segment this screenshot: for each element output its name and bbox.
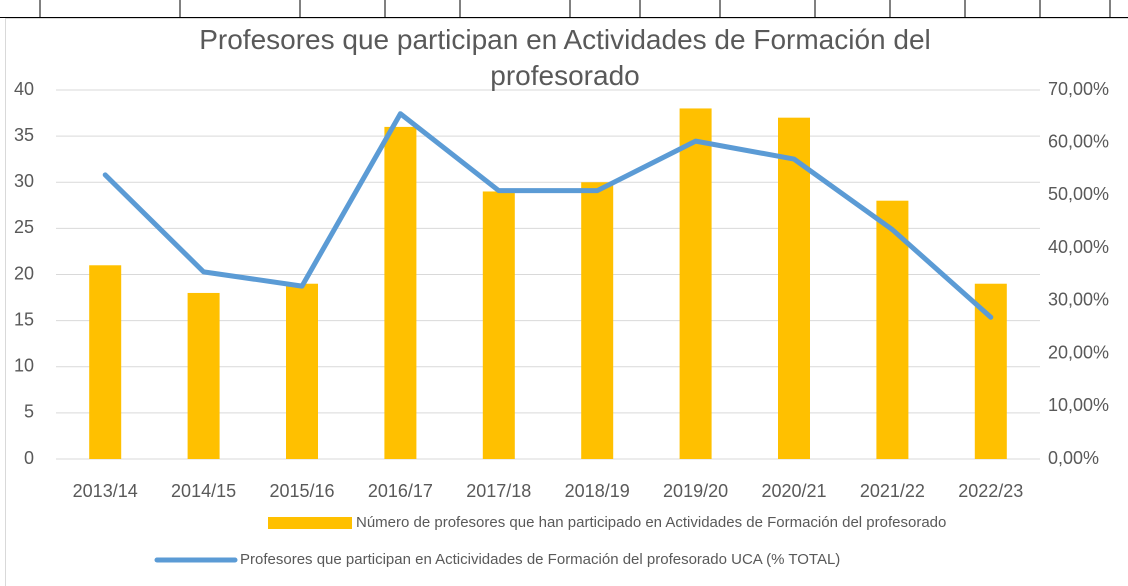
legend-label: Profesores que participan en Acticividad…	[240, 551, 840, 568]
y-tick-label: 30	[14, 171, 34, 191]
y-tick-label: 35	[14, 125, 34, 145]
bar	[89, 265, 122, 459]
y2-tick-label: 10,00%	[1048, 395, 1109, 415]
bar	[679, 108, 712, 459]
x-tick-label: 2015/16	[269, 481, 334, 501]
y2-tick-label: 60,00%	[1048, 131, 1109, 151]
x-tick-label: 2021/22	[860, 481, 925, 501]
line-series	[102, 111, 994, 320]
y-tick-label: 0	[24, 448, 34, 468]
legend-swatch	[268, 517, 352, 529]
x-tick-label: 2017/18	[466, 481, 531, 501]
y2-tick-label: 70,00%	[1048, 79, 1109, 99]
x-tick-label: 2014/15	[171, 481, 236, 501]
bar	[384, 126, 417, 460]
bar	[778, 117, 810, 460]
y2-tick-label: 40,00%	[1048, 237, 1109, 257]
legend-label: Número de profesores que han participado…	[356, 514, 946, 531]
bar	[482, 191, 515, 459]
chart-border	[5, 18, 1128, 586]
x-tick-label: 2013/14	[73, 481, 138, 501]
y2-tick-label: 0,00%	[1048, 448, 1099, 468]
y2-tick-label: 50,00%	[1048, 184, 1109, 204]
y-tick-label: 15	[14, 309, 34, 329]
bar	[187, 292, 220, 459]
bar	[876, 200, 909, 459]
x-tick-label: 2016/17	[368, 481, 433, 501]
x-tick-label: 2019/20	[663, 481, 728, 501]
y-tick-label: 5	[24, 402, 34, 422]
y-tick-label: 20	[14, 263, 34, 283]
y-tick-label: 10	[14, 356, 34, 376]
y-tick-label: 40	[14, 79, 34, 99]
x-tick-label: 2018/19	[565, 481, 630, 501]
table-strip	[0, 0, 1128, 18]
y2-tick-label: 30,00%	[1048, 290, 1109, 310]
bar	[581, 182, 614, 459]
x-tick-label: 2022/23	[958, 481, 1023, 501]
chart-title: Profesores que participan en Actividades…	[199, 24, 931, 91]
bar	[974, 283, 1007, 459]
y-tick-label: 25	[14, 217, 34, 237]
x-tick-label: 2020/21	[761, 481, 826, 501]
y2-tick-label: 20,00%	[1048, 342, 1109, 362]
bar	[286, 283, 318, 459]
